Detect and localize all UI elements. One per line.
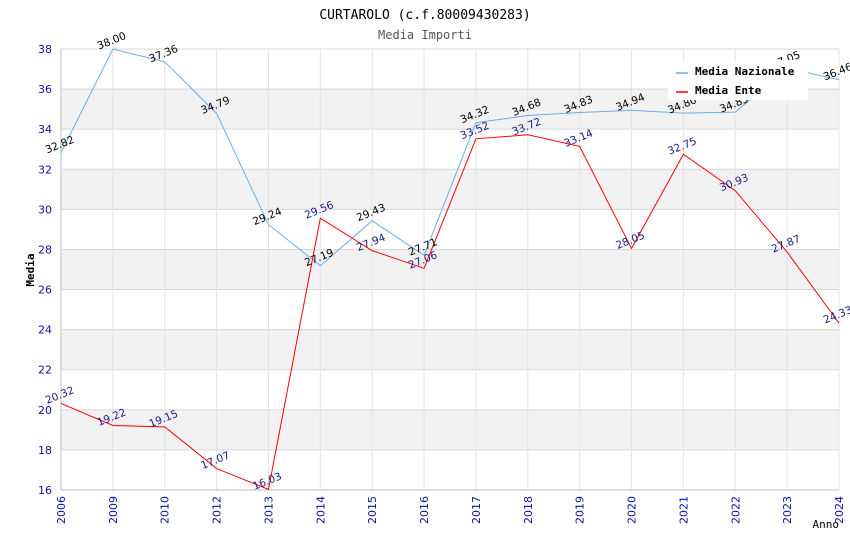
grid-band	[61, 329, 839, 370]
x-axis-label: Anno	[813, 518, 840, 531]
y-tick-label: 26	[38, 284, 52, 297]
series-line-ente	[60, 134, 840, 491]
x-tick-label: 2010	[159, 496, 172, 524]
x-tick-label: 2009	[107, 496, 120, 524]
data-label-ente: 28.05	[614, 229, 646, 251]
y-tick-label: 16	[38, 484, 52, 497]
axes	[60, 49, 839, 491]
x-tick-label: 2022	[729, 496, 742, 524]
grid-lines	[60, 48, 840, 491]
data-label-ente: 17.07	[199, 450, 231, 472]
y-tick-label: 36	[38, 83, 52, 96]
x-tick-label: 2015	[366, 496, 379, 524]
y-tick-label: 24	[38, 324, 52, 337]
x-tick-label: 2014	[314, 496, 327, 524]
legend-label-ente: Media Ente	[695, 84, 762, 97]
y-axis-label: Media	[24, 253, 37, 286]
x-tick-label: 2016	[418, 496, 431, 524]
legend-box	[668, 60, 808, 100]
y-tick-label: 32	[38, 163, 52, 176]
x-tick-label: 2020	[626, 496, 639, 524]
grid-band	[61, 409, 839, 450]
chart-title: CURTAROLO (c.f.80009430283)	[319, 8, 530, 23]
data-label-nazionale: 36.46	[822, 61, 850, 84]
series-lines	[60, 48, 840, 491]
data-label-ente: 32.75	[666, 135, 698, 157]
chart-subtitle: Media Importi	[378, 28, 472, 42]
data-label-ente: 20.32	[44, 384, 76, 406]
y-tick-label: 18	[38, 444, 52, 457]
series-line-nazionale	[60, 48, 840, 267]
grid-band	[61, 249, 839, 290]
y-tick-label: 20	[38, 404, 52, 417]
legend: Media Nazionale Media Ente	[668, 60, 808, 100]
y-tick-label: 38	[38, 43, 52, 56]
x-tick-label: 2019	[574, 496, 587, 524]
y-tick-label: 30	[38, 203, 52, 216]
x-tick-label: 2021	[677, 496, 690, 524]
y-tick-label: 34	[38, 123, 52, 136]
x-tick-label: 2023	[781, 496, 794, 524]
x-tick-label: 2006	[55, 496, 68, 524]
x-tick-label: 2017	[470, 496, 483, 524]
data-label-ente: 24.33	[822, 304, 850, 326]
x-tick-label: 2018	[522, 496, 535, 524]
x-tick-label: 2012	[211, 496, 224, 524]
y-axis-ticks: 16 18 20 22 24 26 28 30 32 34 36 38	[38, 43, 52, 497]
x-tick-label: 2024	[833, 496, 846, 524]
data-label-nazionale: 32.82	[44, 134, 76, 156]
y-tick-label: 28	[38, 243, 52, 256]
grid-bands	[61, 89, 839, 450]
legend-label-nazionale: Media Nazionale	[695, 65, 795, 78]
x-tick-label: 2013	[262, 496, 275, 524]
x-axis-ticks: 2006 2009 2010 2012 2013 2014 2015 2016 2017 2018…	[55, 496, 846, 524]
y-tick-label: 22	[38, 364, 52, 377]
